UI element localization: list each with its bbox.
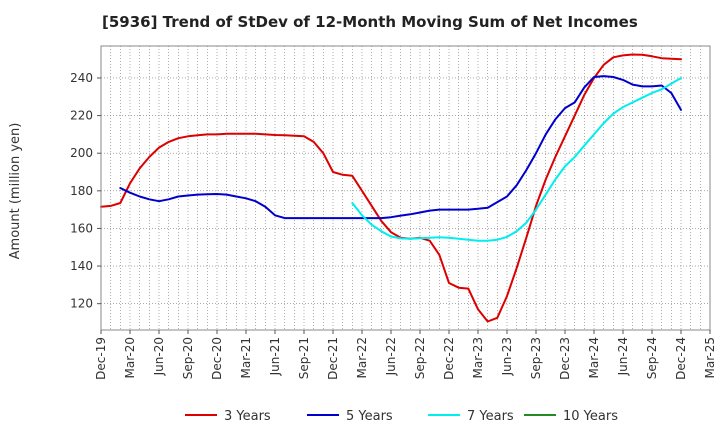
x-tick-label: Mar-23	[471, 337, 485, 378]
x-tick-label: Mar-22	[355, 337, 369, 378]
x-tick-label: Mar-20	[123, 337, 137, 378]
x-tick-label: Sep-24	[645, 337, 659, 379]
series-line-3-years	[100, 53, 682, 323]
x-tick-label: Dec-20	[210, 337, 224, 380]
y-tick-label: 160	[70, 221, 93, 235]
x-tick-label: Jun-21	[268, 337, 282, 376]
x-tick-label: Jun-24	[616, 337, 630, 376]
x-tick-label: Jun-23	[500, 337, 514, 376]
x-tick-label: Jun-20	[152, 337, 166, 376]
plot-frame	[100, 45, 711, 331]
y-tick-label: 120	[70, 297, 93, 311]
x-tick-label: Sep-21	[297, 337, 311, 379]
y-tick-label: 200	[70, 146, 93, 160]
axes: 120 140 160 180 200 220 240 Dec-19 Mar-20 Jun-20 S…	[70, 71, 717, 380]
x-tick-label: Sep-23	[529, 337, 543, 379]
y-tick-label: 140	[70, 259, 93, 273]
x-tick-label: Dec-19	[94, 337, 108, 380]
legend-label: 5 Years	[346, 409, 393, 424]
y-axis-title: Amount (million yen)	[8, 123, 23, 260]
legend-label: 10 Years	[563, 409, 618, 424]
legend-label: 3 Years	[224, 409, 271, 424]
y-tick-label: 240	[70, 71, 93, 85]
x-tick-label: Mar-24	[587, 337, 601, 378]
x-tick-label: Dec-21	[326, 337, 340, 380]
x-tick-label: Sep-20	[181, 337, 195, 379]
x-tick-label: Dec-22	[442, 337, 456, 380]
x-tick-label: Mar-25	[703, 337, 717, 378]
series-lines	[100, 53, 682, 323]
grid-lines	[101, 46, 710, 330]
series-line-7-years	[351, 77, 682, 242]
legend: 3 Years 5 Years 7 Years 10 Years	[185, 409, 618, 424]
series-line-5-years	[119, 75, 682, 220]
x-tick-label: Sep-22	[413, 337, 427, 379]
x-tick-label: Mar-21	[239, 337, 253, 378]
x-tick-label: Jun-22	[384, 337, 398, 376]
y-tick-label: 180	[70, 184, 93, 198]
x-tick-label: Dec-24	[674, 337, 688, 380]
chart-title: [5936] Trend of StDev of 12-Month Moving…	[102, 13, 638, 31]
y-tick-label: 220	[70, 109, 93, 123]
x-tick-label: Dec-23	[558, 337, 572, 380]
legend-label: 7 Years	[467, 409, 514, 424]
